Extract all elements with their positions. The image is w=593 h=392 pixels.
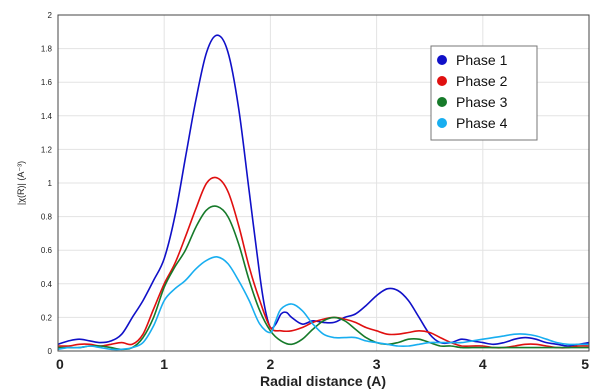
y-tick-label: 0.4	[41, 280, 53, 289]
y-tick-label: 0.6	[41, 246, 53, 255]
y-tick-label: 1	[48, 179, 53, 188]
y-tick-label: 0.8	[41, 213, 53, 222]
legend-marker-phase-2	[437, 76, 447, 86]
y-tick-label: 2	[48, 11, 53, 20]
x-tick-label: 5	[581, 356, 589, 372]
legend-label-phase-3: Phase 3	[456, 94, 508, 110]
x-tick-label: 0	[56, 356, 64, 372]
legend-marker-phase-4	[437, 118, 447, 128]
y-axis-label: |χ(R)| (A⁻³)	[16, 161, 26, 205]
y-tick-label: 1.6	[41, 78, 53, 87]
legend-box	[430, 45, 538, 141]
x-tick-labels: 0 1 2 3 4 5	[56, 356, 589, 372]
x-tick-label: 4	[479, 356, 487, 372]
x-tick-label: 2	[267, 356, 275, 372]
legend-marker-phase-1	[437, 55, 447, 65]
y-tick-label: 0	[48, 347, 53, 356]
y-tick-labels: 0 0.2 0.4 0.6 0.8 1 1.2 1.4 1.6 1.8 2	[41, 11, 53, 356]
legend: Phase 1 Phase 2 Phase 3 Phase 4	[430, 45, 538, 141]
legend-label-phase-4: Phase 4	[456, 115, 508, 131]
x-tick-label: 3	[373, 356, 381, 372]
y-tick-label: 0.2	[41, 313, 53, 322]
legend-label-phase-1: Phase 1	[456, 52, 508, 68]
y-tick-label: 1.4	[41, 112, 53, 121]
series-lines	[57, 34, 590, 351]
y-tick-label: 1.8	[41, 45, 53, 54]
x-axis-label: Radial distance (A)	[260, 373, 386, 389]
legend-label-phase-2: Phase 2	[456, 73, 508, 89]
x-tick-label: 1	[160, 356, 168, 372]
series-line-phase-3	[58, 205, 589, 351]
series-line-phase-1	[57, 34, 590, 347]
series-line-phase-4	[57, 256, 589, 351]
plot-frame	[57, 14, 590, 352]
legend-marker-phase-3	[437, 97, 447, 107]
y-tick-label: 1.2	[41, 145, 53, 154]
